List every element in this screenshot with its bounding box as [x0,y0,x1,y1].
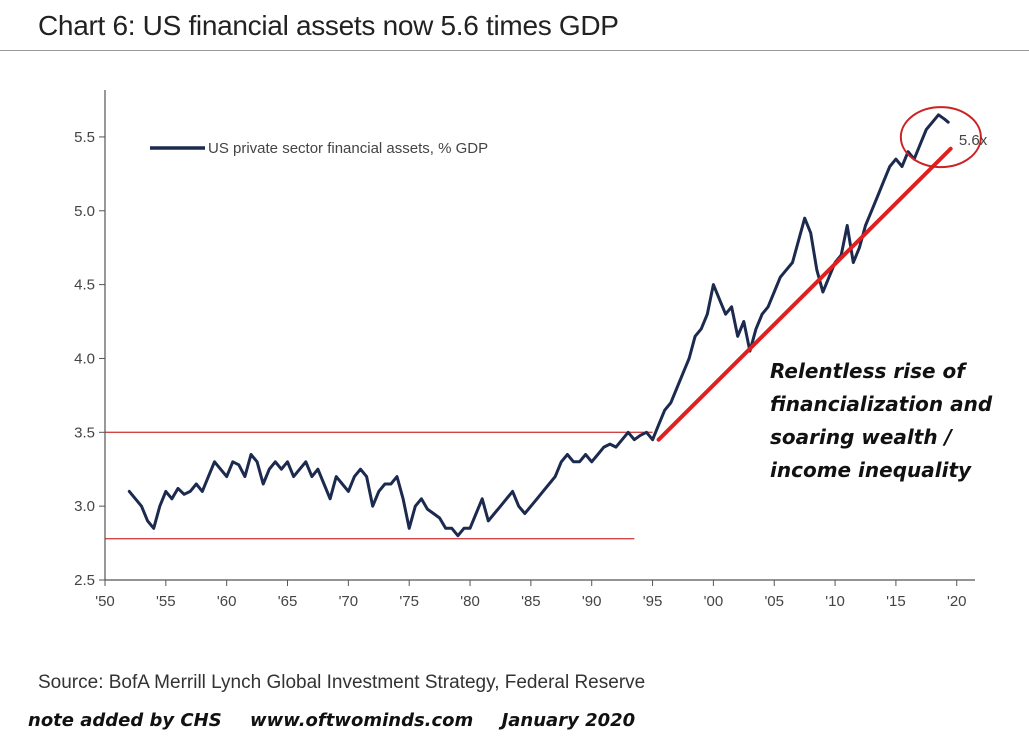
y-tick-label: 4.5 [74,277,95,294]
x-tick-label: '90 [582,593,602,610]
y-tick-label: 5.5 [74,129,95,146]
source-note: Source: BofA Merrill Lynch Global Invest… [38,672,646,693]
x-tick-label: '50 [95,593,115,610]
x-tick-label: '60 [217,593,237,610]
x-tick-label: '65 [278,593,298,610]
x-tick-label: '85 [521,593,541,610]
y-tick-label: 3.5 [74,424,95,441]
x-tick-label: '80 [460,593,480,610]
highlight-circle [899,106,982,169]
reference-lines-group [105,431,653,540]
x-tick-label: '75 [399,593,419,610]
callout-text-line: financialization and [770,392,993,416]
y-tick-label: 3.0 [74,498,95,515]
y-tick-label: 2.5 [74,572,95,589]
legend-label: US private sector financial assets, % GD… [208,140,488,157]
x-tick-label: '55 [156,593,176,610]
note-author: note added by CHS [28,710,222,731]
x-tick-label: '20 [947,593,967,610]
series-group [127,113,950,538]
x-tick-label: '95 [643,593,663,610]
y-tick-label: 5.0 [74,203,95,220]
x-tick-label: '05 [764,593,784,610]
callout-text-line: soaring wealth / [770,425,954,449]
callout-text-line: income inequality [770,458,972,482]
chart-area: 2.5 3.0 3.5 4.0 4.5 5.0 5.5 '50 '55 '60 '65 '70 '75 '… [74,90,993,610]
annotation-group: US private sector financial assets, % GD… [150,106,993,482]
note-website: www.oftwominds.com [249,710,474,731]
series-line [127,113,950,538]
author-note: note added by CHS www.oftwominds.com Jan… [28,710,657,731]
chart-title: Chart 6: US financial assets now 5.6 tim… [38,10,619,41]
x-tick-label: '10 [825,593,845,610]
x-tick-label: '70 [339,593,359,610]
end-value-label: 5.6x [959,132,988,149]
x-tick-label: '15 [886,593,906,610]
callout-text-line: Relentless rise of [770,359,967,383]
axes-group: 2.5 3.0 3.5 4.0 4.5 5.0 5.5 '50 '55 '60 '65 '70 '75 '… [74,90,975,610]
title-divider [0,50,1029,51]
x-tick-label: '00 [704,593,724,610]
y-tick-label: 4.0 [74,350,95,367]
note-date: January 2020 [501,710,636,731]
trend-line [656,146,953,442]
